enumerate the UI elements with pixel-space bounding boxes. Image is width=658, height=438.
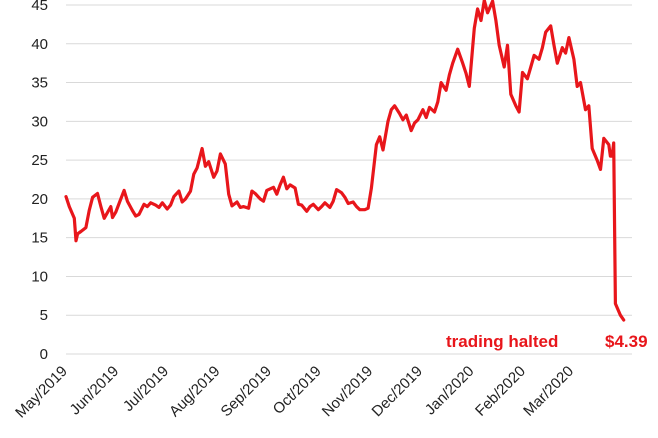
x-tick-label: Sep/2019 <box>218 363 275 420</box>
y-tick-label: 25 <box>31 152 48 169</box>
y-tick-label: 10 <box>31 268 48 285</box>
gridlines <box>66 4 632 355</box>
x-tick-label: Oct/2019 <box>270 363 325 418</box>
x-tick-label: Feb/2020 <box>472 363 529 420</box>
x-tick-label: Nov/2019 <box>319 363 376 420</box>
y-tick-label: 35 <box>31 75 48 92</box>
x-tick-label: May/2019 <box>12 363 71 422</box>
y-tick-label: 45 <box>31 0 48 14</box>
x-tick-label: Jun/2019 <box>67 363 123 419</box>
y-tick-label: 20 <box>31 191 48 208</box>
y-tick-label: 5 <box>40 307 48 324</box>
y-axis-tick-labels: 0 5 10 15 20 25 30 35 40 45 <box>31 0 48 363</box>
trading-halted-label: trading halted <box>446 332 558 351</box>
y-tick-label: 40 <box>31 36 48 53</box>
y-tick-label: 30 <box>31 113 48 130</box>
x-tick-label: Jan/2020 <box>422 363 478 419</box>
price-series <box>64 0 626 322</box>
y-tick-label: 0 <box>40 346 48 363</box>
x-tick-label: Aug/2019 <box>166 363 223 420</box>
x-tick-label: Dec/2019 <box>369 363 426 420</box>
y-tick-label: 15 <box>31 230 48 247</box>
series-line <box>64 0 626 322</box>
x-axis-tick-labels: May/2019Jun/2019Jul/2019Aug/2019Sep/2019… <box>12 363 577 422</box>
x-tick-label: Jul/2019 <box>120 363 172 415</box>
x-tick-label: Mar/2020 <box>520 363 577 420</box>
last-price-label: $4.39 <box>605 332 648 351</box>
